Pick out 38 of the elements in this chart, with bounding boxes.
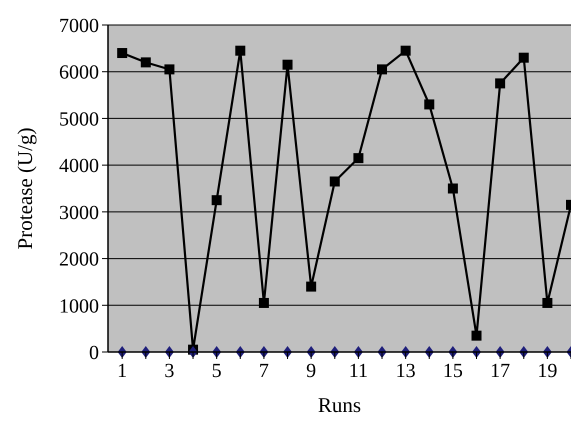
y-tick-label: 5000 <box>59 108 99 130</box>
point <box>448 184 458 194</box>
x-tick-label: 15 <box>442 360 463 382</box>
x-tick-label: 1 <box>117 360 128 382</box>
y-tick-label: 2000 <box>59 248 99 271</box>
point <box>400 46 411 56</box>
point <box>518 52 529 63</box>
point <box>117 48 128 58</box>
point <box>282 60 293 70</box>
point <box>258 298 269 308</box>
point <box>472 330 482 341</box>
point <box>330 176 340 186</box>
y-tick-label: 7000 <box>59 15 99 37</box>
y-tick-label: 1000 <box>59 295 99 318</box>
point <box>306 282 316 292</box>
point <box>353 153 364 164</box>
y-tick-label: 6000 <box>59 62 99 84</box>
point <box>212 195 222 206</box>
x-tick-label: 5 <box>212 360 222 382</box>
point <box>164 64 174 74</box>
y-axis-title: Protease (U/g) <box>13 128 37 250</box>
point <box>495 78 506 88</box>
point <box>377 64 388 74</box>
y-tick-label: 3000 <box>59 202 99 224</box>
x-tick-label: 17 <box>490 360 510 382</box>
x-axis-title: Runs <box>318 393 362 417</box>
point <box>424 99 434 110</box>
x-tick-label: 13 <box>396 360 416 382</box>
x-tick-label: 11 <box>348 360 368 382</box>
y-tick-label: 4000 <box>59 155 99 178</box>
x-tick-label: 3 <box>164 360 174 382</box>
point <box>140 57 151 68</box>
y-tick-label: 0 <box>89 342 99 364</box>
x-tick-label: 9 <box>306 360 316 382</box>
x-tick-label: 19 <box>537 360 558 382</box>
point <box>235 46 246 56</box>
point <box>542 298 552 308</box>
x-tick-label: 7 <box>258 360 269 382</box>
